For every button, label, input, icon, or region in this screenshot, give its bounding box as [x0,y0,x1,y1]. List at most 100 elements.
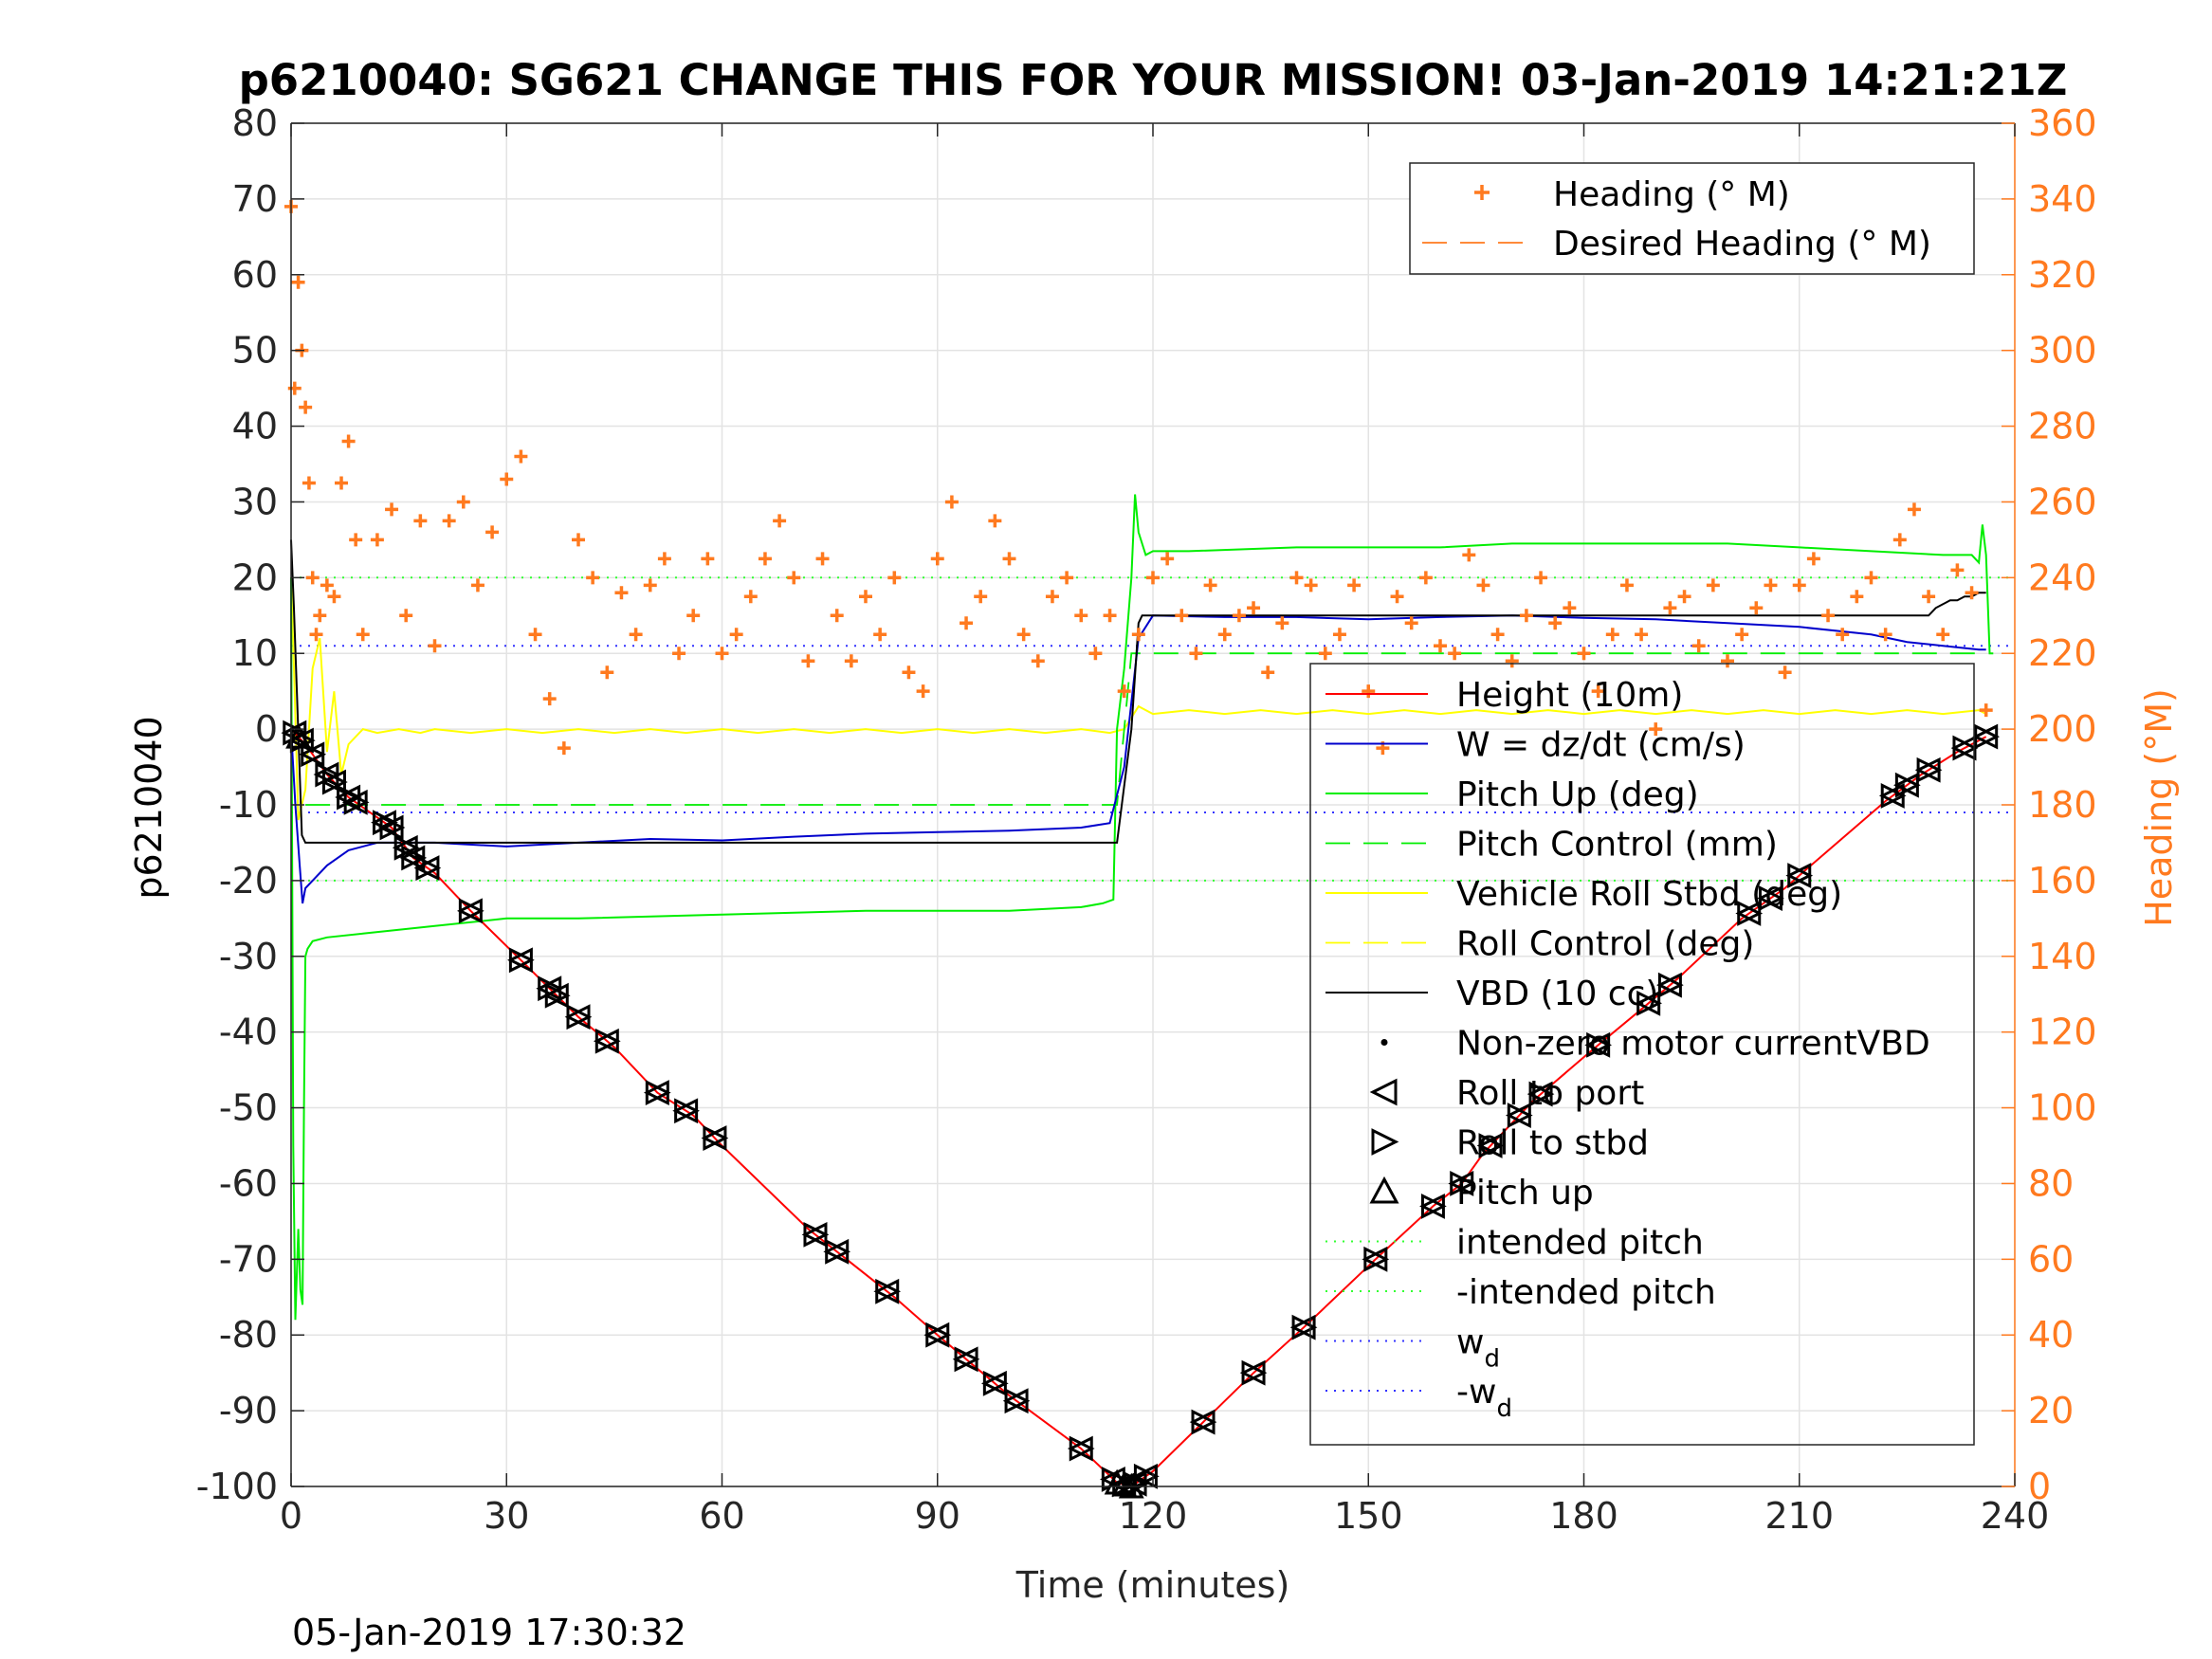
legend-heading-label: Heading (° M) [1553,175,1790,214]
heading-point [557,741,571,756]
legend-label-subscript: d [1496,1395,1512,1423]
y-tick-label: -90 [219,1390,278,1431]
heading-point [1979,703,1993,718]
roll-to-stbd-marker [594,1028,621,1054]
heading-point [1577,647,1591,661]
y-tick-label: -100 [196,1466,278,1507]
heading-point [930,552,944,566]
y-right-tick-label: 60 [2028,1238,2074,1280]
y-tick-label: 40 [232,406,278,447]
y-tick-label: -80 [219,1314,278,1356]
y-tick-label: 30 [232,481,278,522]
roll-to-stbd-marker [1586,1031,1613,1058]
x-tick-label: 210 [1764,1495,1834,1537]
heading-point [1161,552,1175,566]
roll-to-stbd-marker [401,845,428,871]
roll-to-stbd-marker [954,1346,980,1373]
legend-label: Roll Control (deg) [1456,925,1754,964]
heading-point [1605,628,1619,642]
heading-point [1418,571,1433,585]
heading-point [916,684,930,699]
heading-point [960,616,974,630]
roll-to-stbd-marker [379,814,406,841]
heading-point [1806,552,1820,566]
heading-point [1563,601,1577,615]
heading-point [1462,548,1476,562]
roll-to-stbd-marker [458,898,484,924]
heading-point [902,665,916,680]
roll-to-stbd-marker [508,947,535,974]
roll-to-stbd-marker [343,789,370,815]
roll-to-stbd-marker [1528,1081,1555,1107]
roll-to-stbd-marker [982,1370,1009,1396]
heading-point [1347,578,1362,592]
heading-point [1232,609,1246,623]
roll-to-stbd-marker [1787,863,1814,888]
heading-point [1217,628,1232,642]
y-tick-label: 80 [232,102,278,144]
heading-point [701,552,715,566]
legend-main: Height (10m) W = dz/dt (cm/s) Pitch Up (de… [1309,663,1975,1446]
series-roll [290,577,1987,821]
heading-point [413,514,428,528]
heading-point [542,692,557,706]
x-tick-label: 150 [1334,1495,1403,1537]
legend-label: Vehicle Roll Stbd (deg) [1456,875,1842,914]
heading-point [1663,601,1677,615]
heading-point [1002,552,1016,566]
heading-point [320,578,334,592]
roll-to-stbd-marker [1420,1193,1447,1219]
roll-to-stbd-marker [1133,1463,1160,1489]
roll-to-stbd-marker [1191,1409,1217,1435]
y-right-tick-label: 340 [2028,178,2097,220]
roll-to-stbd-marker [544,982,571,1009]
heading-point [1591,684,1605,699]
heading-point [1490,628,1505,642]
series-group [281,199,2015,1499]
heading-point [1864,571,1878,585]
heading-point [1505,654,1519,668]
roll-to-stbd-marker [703,1125,729,1151]
heading-point [1016,628,1031,642]
y-right-tick-label: 140 [2028,936,2097,977]
series-heading [284,199,1993,756]
heading-point [309,628,323,642]
heading-point [1261,665,1275,680]
legend-label: Non-zero motor currentVBD [1456,1025,1930,1064]
heading-point [500,472,514,486]
y-right-tick-label: 100 [2028,1087,2097,1129]
y-right-tick-label: 20 [2028,1390,2074,1431]
x-tick-label: 240 [1981,1495,2050,1537]
heading-point [1519,609,1533,623]
legend-label: Roll to port [1456,1074,1644,1113]
heading-point [1332,628,1346,642]
series-pitch [290,494,1994,1321]
y-right-tick-label: 240 [2028,556,2097,598]
roll-to-stbd-marker [301,741,327,768]
roll-to-stbd-marker [1737,901,1764,926]
roll-to-stbd-marker [1507,1103,1533,1128]
heading-point [1060,571,1074,585]
heading-point [1677,590,1691,604]
heading-point [1778,665,1792,680]
heading-point [787,571,801,585]
legend-label: W = dz/dt (cm/s) [1456,726,1746,765]
pitch-up-marker [285,722,312,749]
heading-point [1706,578,1720,592]
heading-point [1362,684,1376,699]
heading-point [291,275,305,289]
roll-to-stbd-marker [674,1098,700,1124]
heading-point [1304,578,1318,592]
y-tick-label: 60 [232,254,278,296]
y-tick-label: 20 [232,556,278,598]
heading-point [672,647,686,661]
y-right-tick-label: 40 [2028,1314,2074,1356]
heading-point [572,533,585,547]
heading-point [1189,647,1203,661]
heading-point [1275,616,1289,630]
series-pitch-control [305,652,1986,806]
y-tick-label: 0 [255,708,278,750]
heading-point [844,654,858,668]
roll-to-stbd-marker [1069,1435,1095,1462]
